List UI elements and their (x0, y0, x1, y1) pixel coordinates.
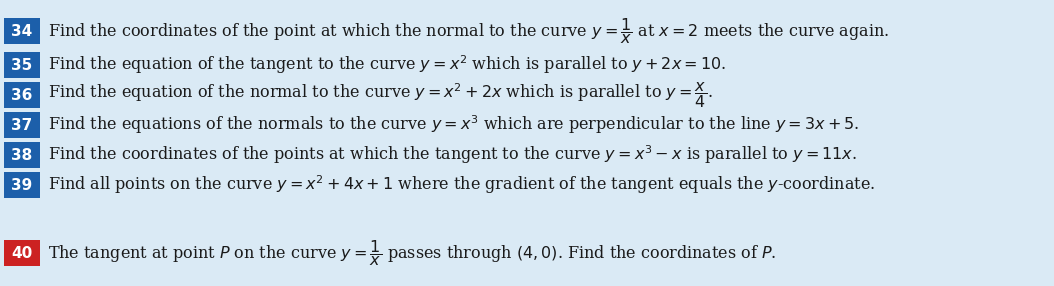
Text: 34: 34 (12, 23, 33, 39)
Bar (4, 52, 40, 78)
Text: 35: 35 (12, 57, 33, 72)
Text: Find the coordinates of the points at which the tangent to the curve $y = x^3 - : Find the coordinates of the points at wh… (48, 144, 857, 166)
Text: Find the coordinates of the point at which the normal to the curve $y = \dfrac{1: Find the coordinates of the point at whi… (48, 16, 890, 46)
Text: 39: 39 (12, 178, 33, 192)
Bar (4, 18, 40, 44)
Bar (4, 172, 40, 198)
Text: Find the equation of the normal to the curve $y = x^2 + 2x$ which is parallel to: Find the equation of the normal to the c… (48, 80, 713, 110)
Bar (4, 240, 40, 266)
Text: 36: 36 (12, 88, 33, 102)
Text: Find the equation of the tangent to the curve $y = x^2$ which is parallel to $y : Find the equation of the tangent to the … (48, 54, 726, 76)
Bar (4, 82, 40, 108)
Text: The tangent at point $P$ on the curve $y = \dfrac{1}{x}$ passes through $(4, 0)$: The tangent at point $P$ on the curve $y… (48, 238, 777, 268)
Text: Find the equations of the normals to the curve $y = x^3$ which are perpendicular: Find the equations of the normals to the… (48, 114, 859, 136)
Text: Find all points on the curve $y = x^2 + 4x + 1$ where the gradient of the tangen: Find all points on the curve $y = x^2 + … (48, 174, 875, 196)
Text: 37: 37 (12, 118, 33, 132)
Text: 40: 40 (12, 245, 33, 261)
Bar (4, 112, 40, 138)
Bar (4, 142, 40, 168)
Text: 38: 38 (12, 148, 33, 162)
